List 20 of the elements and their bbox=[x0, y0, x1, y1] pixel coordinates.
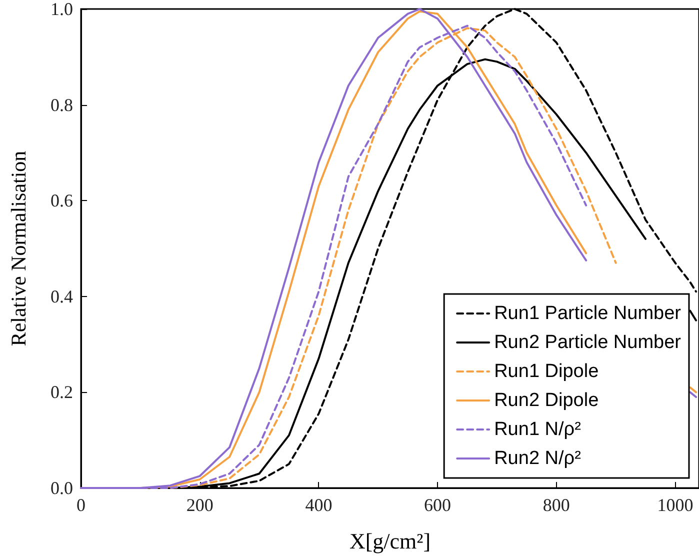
x-tick-label: 600 bbox=[424, 495, 452, 515]
legend-label: Run2 N/ρ² bbox=[494, 448, 581, 469]
x-axis-title: X[g/cm²] bbox=[349, 528, 431, 554]
y-tick-label: 0.2 bbox=[50, 382, 73, 402]
legend-label: Run1 Dipole bbox=[494, 361, 599, 382]
legend-label: Run1 Particle Number bbox=[494, 303, 682, 324]
y-tick-label: 0.4 bbox=[50, 286, 73, 306]
y-tick-label: 0.0 bbox=[50, 478, 73, 498]
y-tick-label: 1.0 bbox=[50, 0, 73, 19]
legend-label: Run1 N/ρ² bbox=[494, 419, 581, 440]
x-tick-label: 1000 bbox=[657, 495, 694, 515]
x-tick-label: 200 bbox=[186, 495, 214, 515]
x-tick-label: 400 bbox=[305, 495, 332, 515]
legend-label: Run2 Dipole bbox=[494, 390, 599, 411]
legend-label: Run2 Particle Number bbox=[494, 332, 682, 353]
y-tick-label: 0.8 bbox=[50, 94, 73, 115]
y-axis-title: Relative Normalisation bbox=[6, 150, 30, 346]
x-tick-label: 800 bbox=[542, 495, 570, 515]
y-tick-label: 0.6 bbox=[50, 190, 73, 211]
x-tick-label: 0 bbox=[76, 495, 86, 515]
